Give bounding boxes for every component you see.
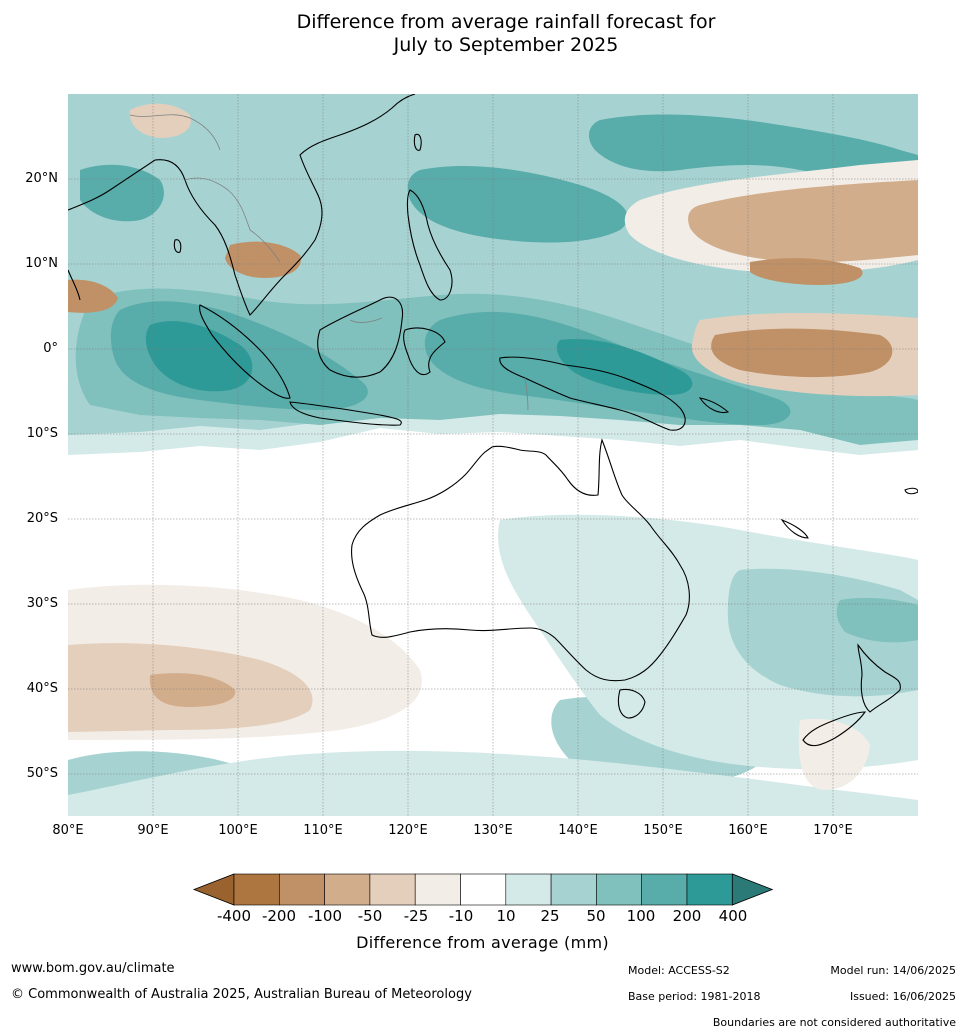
- newcaledonia-coast: [780, 518, 809, 539]
- lon-label-90e: 90°E: [137, 823, 169, 838]
- dry-region-south-indian-strong: [149, 673, 236, 707]
- legend-tick-label: -25: [403, 907, 429, 925]
- base-period-text: Base period: 1981-2018: [628, 990, 761, 1003]
- wet-region-westpacific: [588, 114, 918, 181]
- map-title-line1: Difference from average rainfall forecas…: [296, 11, 716, 33]
- wet-region-newguinea-core: [556, 339, 693, 395]
- newguinea-coast: [499, 356, 686, 431]
- sulawesi-coast: [403, 327, 446, 376]
- legend-tick-label: 25: [540, 907, 560, 925]
- legend-tick-label: 100: [626, 907, 656, 925]
- dry-region-northpacific-strong: [750, 258, 863, 285]
- philippines-coast: [406, 189, 453, 301]
- lat-label-0: 0°: [43, 341, 58, 356]
- dry-region-india: [68, 279, 118, 313]
- country-boundaries: [129, 114, 529, 411]
- wet-region-south-east-light: [68, 750, 918, 816]
- legend-tick-label: -200: [261, 907, 297, 925]
- lon-label-120e: 120°E: [388, 823, 428, 838]
- newzealand-south-coast: [802, 711, 867, 747]
- rainfall-map: [68, 94, 918, 816]
- dry-region-equatorial-pacific: [711, 328, 893, 378]
- india-coast: [68, 269, 81, 301]
- lat-label-20n: 20°N: [25, 171, 58, 186]
- lat-label-40s: 40°S: [26, 681, 58, 696]
- dry-region-tibet: [129, 103, 191, 138]
- tasmania-coast: [617, 688, 646, 719]
- lat-label-50s: 50°S: [26, 766, 58, 781]
- legend-tick-label: 50: [586, 907, 606, 925]
- lon-label-170e: 170°E: [813, 823, 853, 838]
- legend-tick-label: 10: [496, 907, 516, 925]
- model-text: Model: ACCESS-S2: [628, 964, 730, 977]
- taiwan-coast: [413, 133, 422, 151]
- wet-region-sumatra-core: [145, 321, 253, 392]
- legend-tick-label: -50: [357, 907, 383, 925]
- legend-tick-label: -10: [448, 907, 474, 925]
- solomon-coast: [698, 397, 730, 414]
- copyright-text: © Commonwealth of Australia 2025, Austra…: [11, 987, 472, 1002]
- lon-label-100e: 100°E: [218, 823, 258, 838]
- dry-region-northpacific: [688, 180, 918, 263]
- website-link[interactable]: www.bom.gov.au/climate: [11, 961, 175, 976]
- lat-label-20s: 20°S: [26, 511, 58, 526]
- model-run-text: Model run: 14/06/2025: [830, 964, 956, 977]
- disclaimer-text: Boundaries are not considered authoritat…: [712, 1016, 956, 1029]
- wet-region-bay-bengal: [80, 164, 164, 222]
- legend-tick-label: -400: [216, 907, 252, 925]
- asia-coast: [68, 94, 416, 316]
- legend-tick-label: -100: [307, 907, 343, 925]
- legend-tick-label: 400: [718, 907, 748, 925]
- lon-label-130e: 130°E: [473, 823, 513, 838]
- lon-label-140e: 140°E: [558, 823, 598, 838]
- dry-region-newzealand: [798, 718, 870, 790]
- dry-region-indochina: [225, 241, 301, 278]
- fiji-coast: [904, 487, 918, 495]
- lon-label-110e: 110°E: [303, 823, 343, 838]
- lon-label-150e: 150°E: [643, 823, 683, 838]
- borneo-coast: [317, 296, 404, 378]
- lat-label-10s: 10°S: [26, 426, 58, 441]
- coastlines: [68, 94, 918, 747]
- lat-label-10n: 10°N: [25, 256, 58, 271]
- lon-label-80e: 80°E: [52, 823, 84, 838]
- newzealand-north-coast: [857, 643, 901, 713]
- lat-label-30s: 30°S: [26, 596, 58, 611]
- map-title-line2: July to September 2025: [393, 34, 619, 56]
- sumatra-coast: [199, 304, 291, 399]
- sri-lanka-coast: [173, 239, 182, 253]
- issued-text: Issued: 16/06/2025: [849, 990, 956, 1003]
- wet-region-philippines: [407, 165, 628, 243]
- legend-title: Difference from average (mm): [356, 933, 609, 952]
- lon-label-160e: 160°E: [728, 823, 768, 838]
- australia-coast: [351, 438, 690, 682]
- java-coast: [289, 401, 402, 426]
- graticule: [68, 94, 918, 816]
- wet-region-tasman-strong: [836, 597, 918, 643]
- legend-tick-label: 200: [672, 907, 702, 925]
